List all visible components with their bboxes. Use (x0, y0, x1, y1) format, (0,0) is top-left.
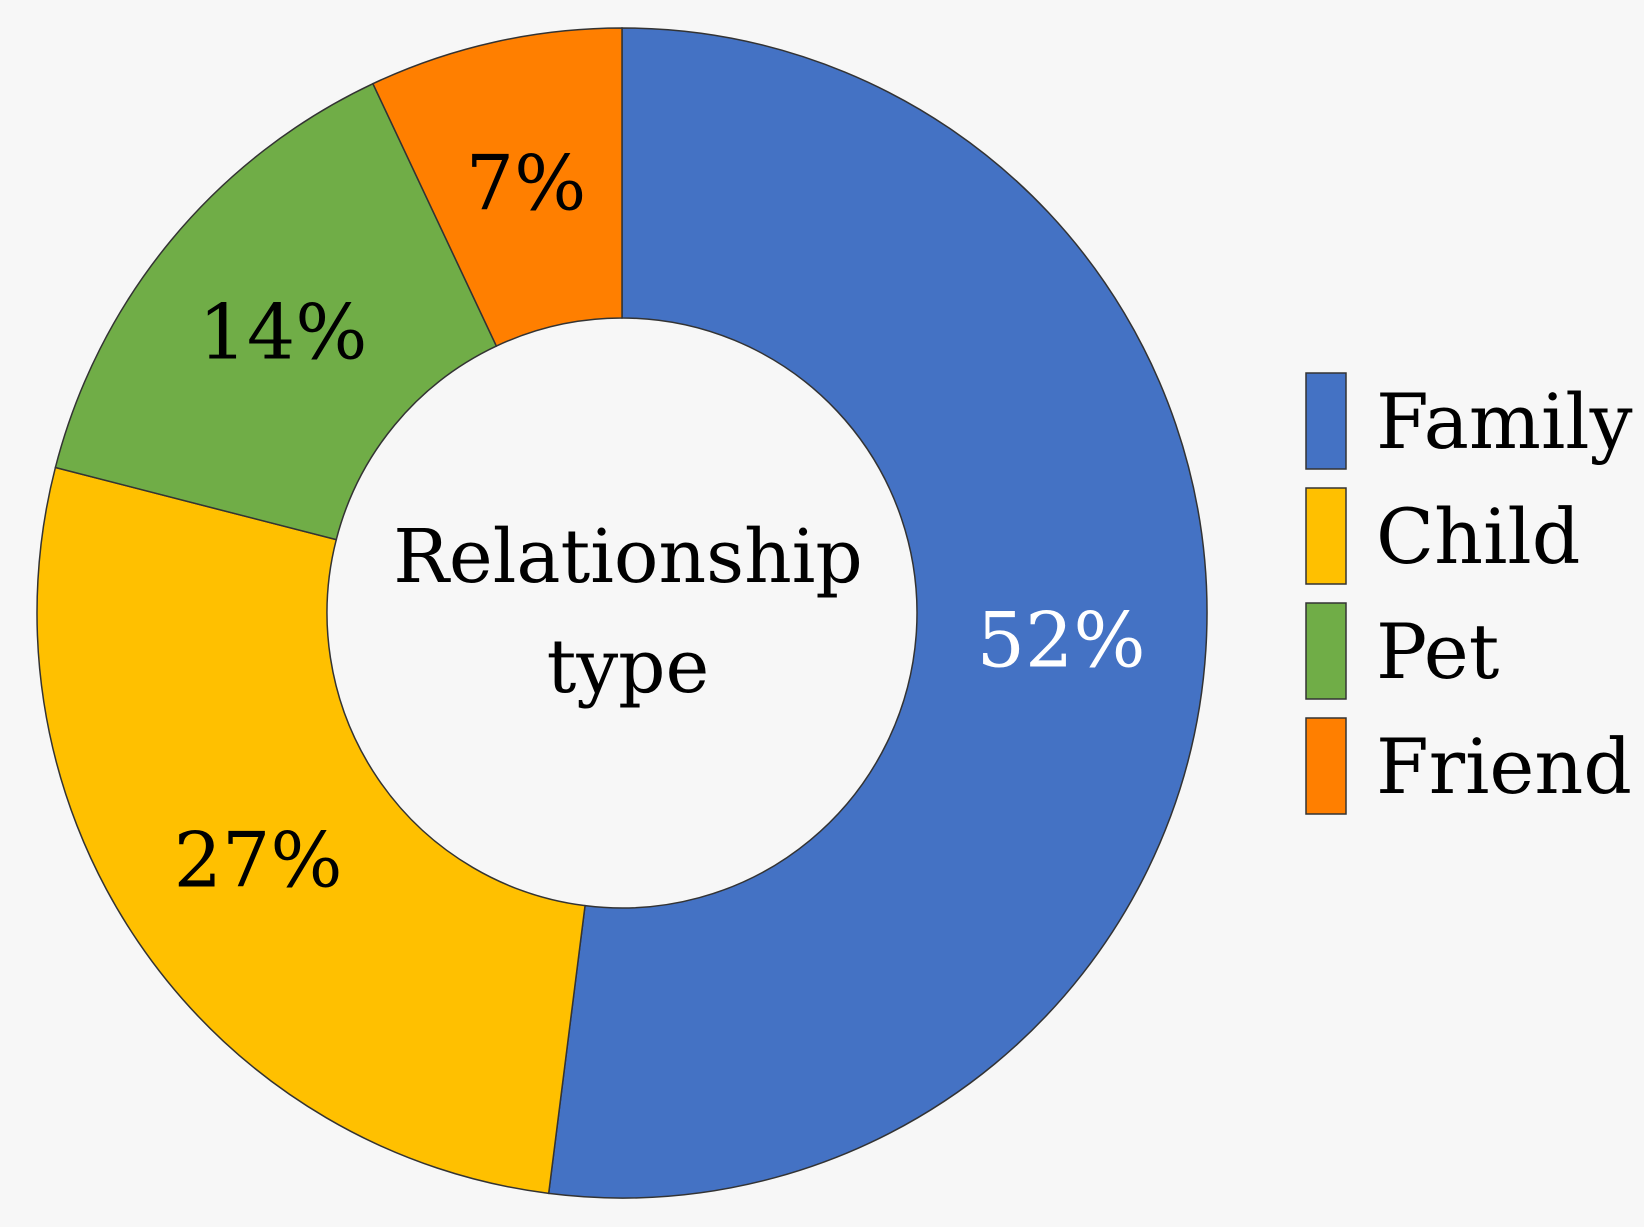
legend: Family Child Pet Friend (1305, 372, 1633, 815)
center-label: Relationship type (393, 514, 863, 710)
slice-pet (54, 82, 498, 541)
slice-child (36, 466, 586, 1195)
slice-label-child: 27% (174, 815, 343, 904)
legend-label-friend: Friend (1376, 722, 1632, 811)
slice-labels: 52% 27% 14% 7% (174, 139, 1146, 905)
legend-label-pet: Pet (1376, 607, 1499, 696)
legend-swatch-pet (1305, 602, 1347, 700)
center-label-line-1: Relationship (393, 514, 863, 600)
legend-swatch-family (1305, 372, 1347, 470)
slice-family (547, 27, 1208, 1199)
donut-slices (36, 27, 1208, 1199)
center-label-line-2: type (547, 624, 710, 710)
slice-label-pet: 14% (199, 288, 368, 377)
legend-swatch-child (1305, 487, 1347, 585)
legend-swatch-friend (1305, 717, 1347, 815)
legend-label-child: Child (1376, 492, 1580, 581)
slice-label-friend: 7% (466, 139, 587, 228)
slice-label-family: 52% (977, 596, 1146, 685)
legend-label-family: Family (1376, 377, 1633, 466)
slice-friend (371, 27, 623, 348)
